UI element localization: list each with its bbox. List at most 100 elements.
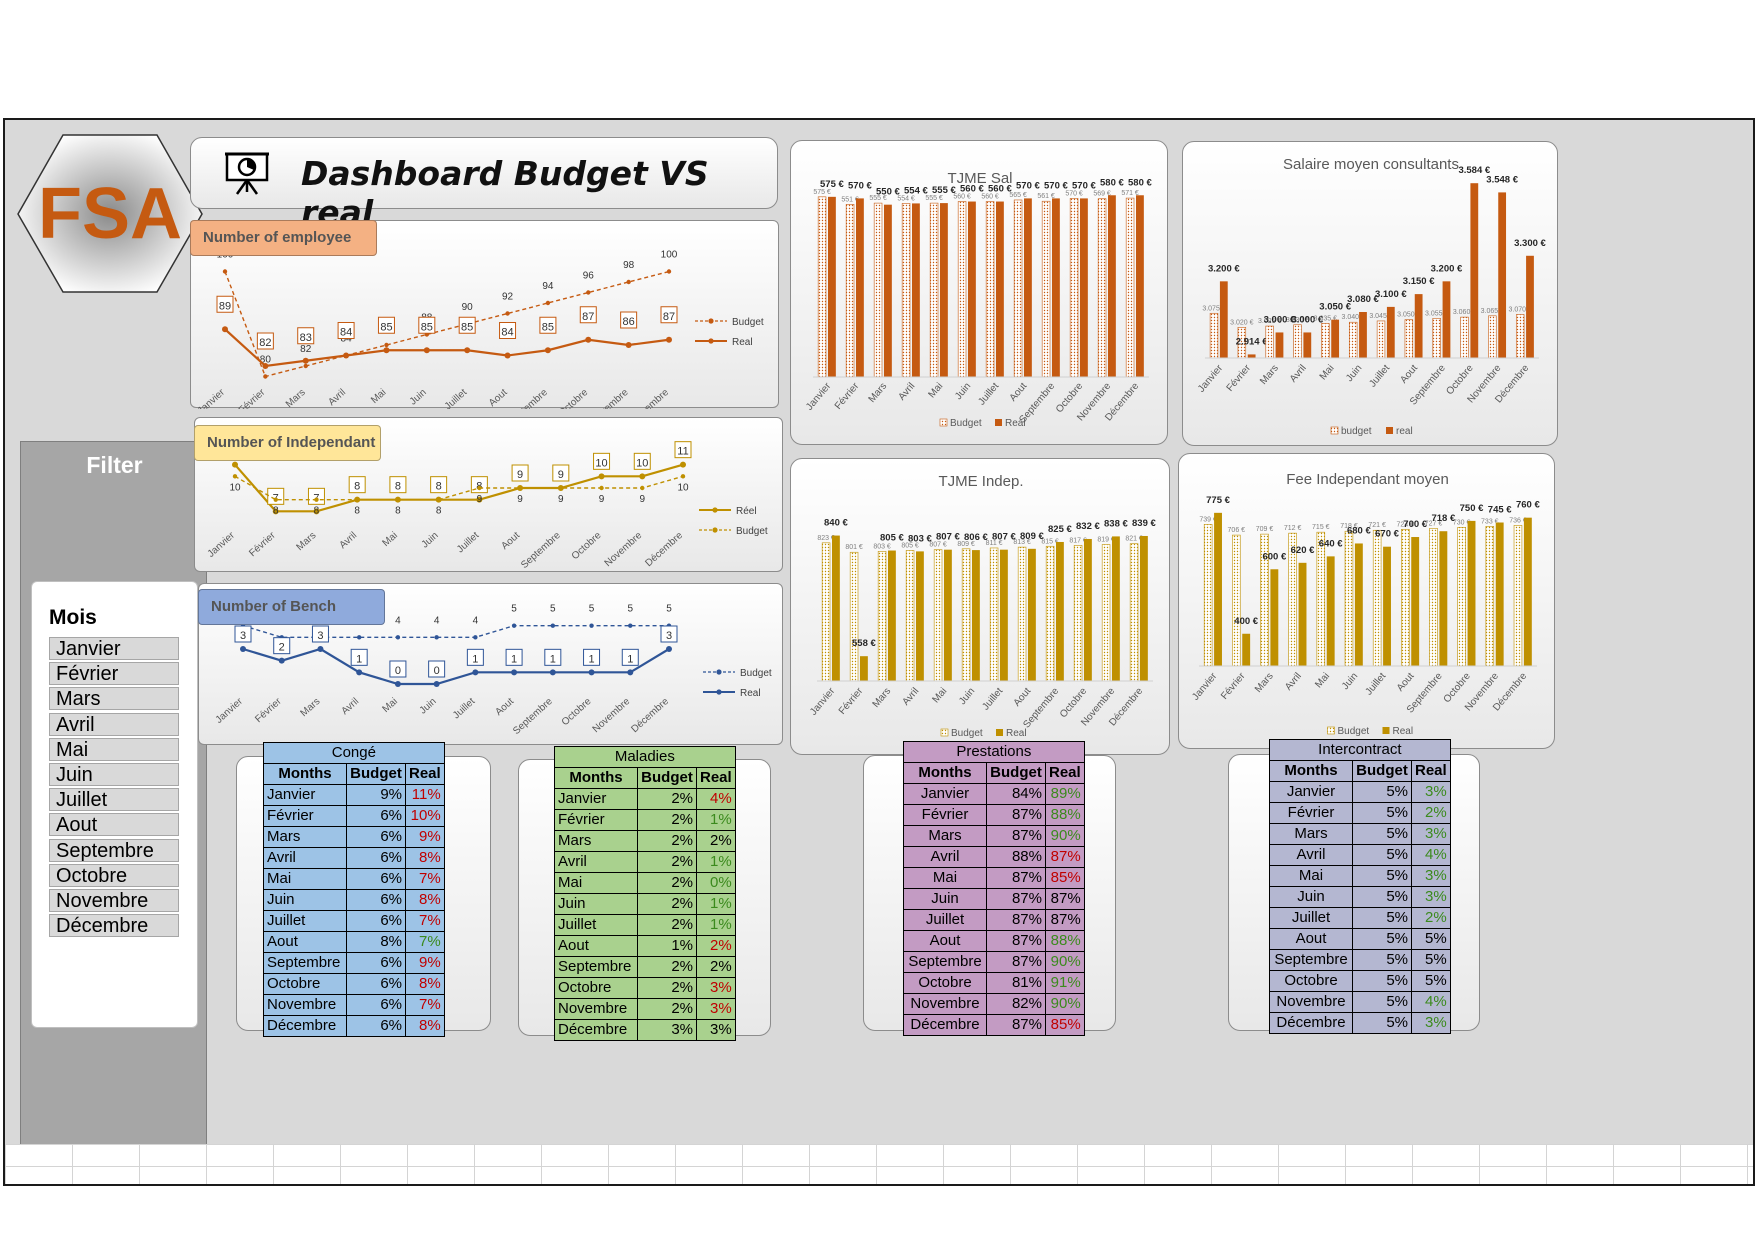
independants-data-label-0-7: 9 bbox=[517, 469, 523, 481]
employees-label-box-4 bbox=[377, 316, 395, 334]
employee-badge: Number of employee bbox=[190, 220, 377, 256]
prestations-cell-11-1: 87% bbox=[986, 1014, 1046, 1036]
intercontract-cell-4-0: Mai bbox=[1269, 865, 1353, 887]
tjme_indep-data-label-1-3: 803 € bbox=[908, 533, 932, 544]
slicer-item-4[interactable]: Mai bbox=[49, 737, 179, 761]
salaire-bar-1-5 bbox=[1359, 312, 1367, 358]
conge-cell-7-0: Aout bbox=[263, 931, 347, 953]
maladies-cell-1-0: Février bbox=[554, 809, 638, 831]
tjme_sal-data-label-1-10: 580 € bbox=[1100, 177, 1124, 188]
conge-cell-9-1: 6% bbox=[346, 973, 406, 995]
prestations-cell-4-1: 87% bbox=[986, 867, 1046, 889]
filter-panel: Filter Mois Janvier Février Mars Avril Mai Ju… bbox=[20, 441, 207, 1183]
table-row: Mars 6% 9% bbox=[263, 826, 445, 848]
slicer-item-1[interactable]: Février bbox=[49, 662, 179, 686]
employees-data-label-1-9: 87 bbox=[582, 311, 594, 323]
fee-data-label-1-5: 680 € bbox=[1347, 525, 1371, 536]
conge-cell-4-1: 6% bbox=[346, 868, 406, 890]
bench-label-box-8 bbox=[544, 648, 562, 666]
slicer-item-9[interactable]: Octobre bbox=[49, 863, 179, 887]
maladies-cell-0-0: Janvier bbox=[554, 788, 638, 810]
fee-tick-5: Juin bbox=[1340, 671, 1360, 692]
tjme_sal-data-label-1-2: 550 € bbox=[876, 187, 900, 198]
slicer-item-8[interactable]: Septembre bbox=[49, 838, 179, 862]
table-row: Septembre 5% 5% bbox=[1269, 949, 1451, 971]
fee-data-label-0-2: 709 € bbox=[1256, 526, 1274, 533]
employees-point-0-0 bbox=[222, 269, 228, 274]
fee-panel: Fee Independant moyen 739 € 775 € Janvier 70… bbox=[1178, 453, 1555, 749]
table-row: Juillet 2% 1% bbox=[554, 914, 736, 936]
table-row: Février 5% 2% bbox=[1269, 802, 1451, 824]
conge-cell-7-2: 7% bbox=[405, 931, 445, 953]
bench-point-0-10 bbox=[628, 623, 633, 628]
table-row: Décembre 87% 85% bbox=[903, 1014, 1085, 1036]
salaire-data-label-0-8: 3.055 € bbox=[1425, 310, 1448, 317]
table-row: Janvier 84% 89% bbox=[903, 783, 1085, 805]
independants-tick-9: Octobre bbox=[570, 530, 604, 562]
table-row: Février 6% 10% bbox=[263, 805, 445, 827]
bench-point-1-3 bbox=[356, 669, 363, 676]
slicer-item-11[interactable]: Décembre bbox=[49, 914, 179, 938]
slicer-item-0[interactable]: Janvier bbox=[49, 637, 179, 660]
independants-label-box-8 bbox=[552, 464, 570, 482]
tjme_sal-legend-label-0: Budget bbox=[950, 418, 982, 429]
maladies-cell-8-2: 2% bbox=[696, 956, 736, 978]
fee-bar-0-10 bbox=[1485, 526, 1495, 667]
prestations-cell-6-0: Juillet bbox=[903, 909, 987, 931]
independants-data-label-0-10: 10 bbox=[636, 457, 648, 469]
bench-tick-3: Avril bbox=[340, 696, 362, 717]
table-row: Mai 5% 3% bbox=[1269, 865, 1451, 887]
table-row: Septembre 87% 90% bbox=[903, 951, 1085, 973]
tjme_indep-data-label-1-11: 839 € bbox=[1132, 518, 1156, 529]
bench-point-1-5 bbox=[433, 681, 440, 687]
tjme_indep-data-label-1-1: 558 € bbox=[852, 638, 876, 649]
slicer-item-5[interactable]: Juin bbox=[49, 763, 179, 786]
conge-cell-7-1: 8% bbox=[346, 931, 406, 953]
maladies-cell-3-2: 1% bbox=[696, 851, 736, 873]
independants-point-0-10 bbox=[639, 473, 646, 480]
employees-data-label-1-0: 89 bbox=[219, 300, 231, 312]
tjme_indep-bar-1-8 bbox=[1056, 541, 1064, 681]
prestations-table: Prestations Months Budget Real Janvier 84% 89%… bbox=[903, 741, 1085, 1036]
prestations-cell-0-2: 89% bbox=[1045, 783, 1085, 805]
slicer-item-3[interactable]: Avril bbox=[49, 712, 179, 736]
intercontract-cell-3-1: 5% bbox=[1352, 844, 1412, 866]
salaire-data-label-1-10: 3.548 € bbox=[1486, 174, 1518, 185]
tjme_sal-data-label-0-1: 551 € bbox=[841, 196, 859, 203]
tjme_indep-data-label-0-8: 815 € bbox=[1041, 538, 1059, 545]
fee-bar-1-7 bbox=[1411, 537, 1420, 666]
slicer-item-10[interactable]: Novembre bbox=[49, 889, 179, 912]
tjme_sal-bar-1-10 bbox=[1108, 195, 1116, 377]
bench-point-1-2 bbox=[317, 646, 324, 652]
independants-legend-label-1: Budget bbox=[736, 526, 768, 537]
slicer-item-7[interactable]: Aout bbox=[49, 813, 179, 837]
employees-tick-11: Décembre bbox=[629, 387, 671, 409]
prestations-cell-4-0: Mai bbox=[903, 867, 987, 889]
tjme_sal-tick-7: Aout bbox=[1008, 381, 1030, 404]
intercontract-cell-2-0: Mars bbox=[1269, 823, 1353, 845]
prestations-cell-9-2: 91% bbox=[1045, 972, 1085, 994]
salaire-bar-0-7 bbox=[1404, 319, 1414, 359]
tjme_sal-data-label-1-8: 570 € bbox=[1044, 180, 1068, 191]
employees-point-1-10 bbox=[625, 342, 632, 348]
salaire-bar-1-4 bbox=[1331, 319, 1340, 358]
employees-point-1-1 bbox=[262, 363, 269, 369]
slicer-item-6[interactable]: Juillet bbox=[49, 788, 179, 812]
independants-point-1-1 bbox=[273, 497, 278, 502]
salaire-bar-1-0 bbox=[1219, 281, 1228, 358]
spreadsheet-grid bbox=[5, 1144, 1753, 1184]
tjme_sal-data-label-1-4: 555 € bbox=[932, 185, 956, 196]
salaire-data-label-0-11: 3.070 € bbox=[1509, 307, 1532, 314]
conge-cell-6-0: Juillet bbox=[263, 910, 347, 932]
fee-data-label-0-5: 718 € bbox=[1340, 523, 1358, 530]
independants-data-label-1-6: 9 bbox=[477, 494, 483, 505]
maladies-cell-9-0: Octobre bbox=[554, 977, 638, 999]
intercontract-cell-8-1: 5% bbox=[1352, 949, 1412, 971]
slicer-item-2[interactable]: Mars bbox=[49, 687, 179, 711]
fee-tick-1: Février bbox=[1219, 670, 1248, 701]
tjme_sal-bar-1-6 bbox=[996, 201, 1004, 377]
presentation-icon bbox=[225, 152, 269, 195]
tjme_sal-bar-0-6 bbox=[985, 201, 995, 378]
fee-legend-swatch-1 bbox=[1382, 727, 1390, 734]
table-row: Octobre 81% 91% bbox=[903, 972, 1085, 994]
